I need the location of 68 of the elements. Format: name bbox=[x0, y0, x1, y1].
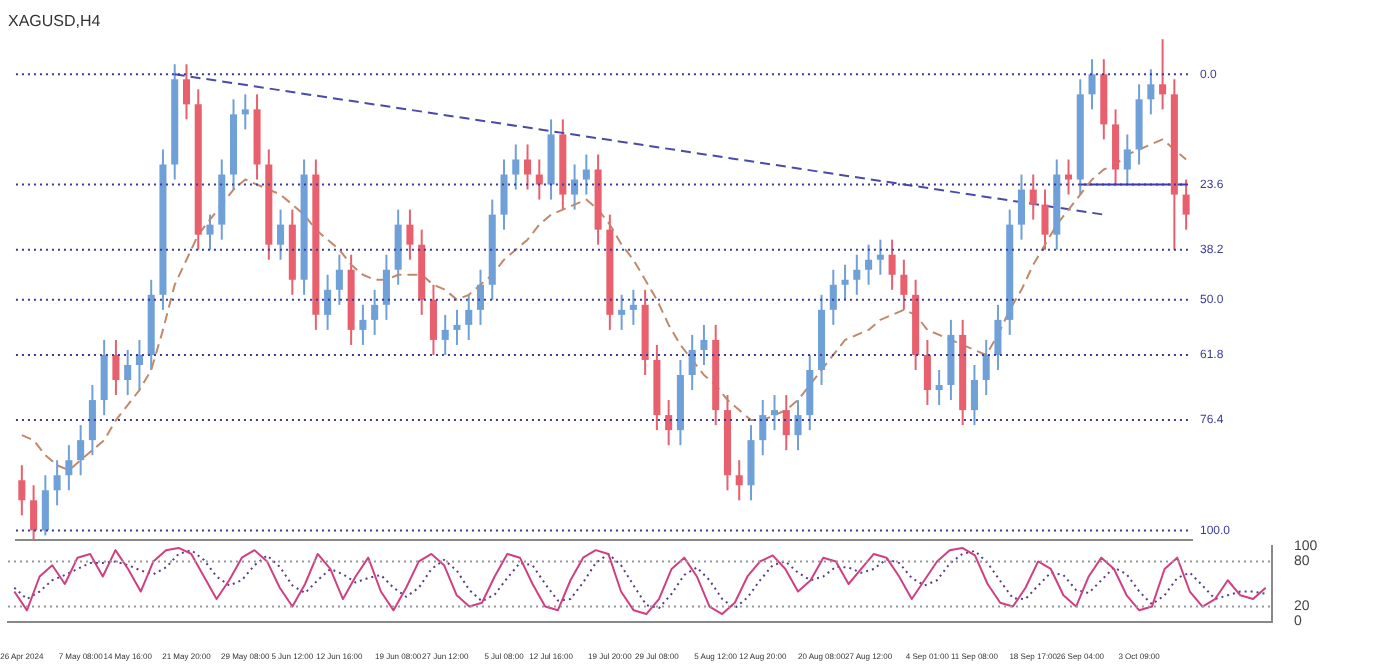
candlestick bbox=[829, 268, 837, 326]
candlestick bbox=[571, 163, 579, 211]
candlestick bbox=[1017, 173, 1025, 241]
candlestick bbox=[770, 394, 779, 432]
candlestick bbox=[112, 338, 120, 397]
candlestick bbox=[876, 238, 884, 276]
candlestick bbox=[994, 303, 1002, 371]
candlestick bbox=[747, 424, 755, 502]
candlestick bbox=[688, 333, 696, 392]
candlestick bbox=[618, 293, 626, 331]
candlestick bbox=[30, 484, 38, 542]
candlestick bbox=[453, 308, 461, 346]
candlestick bbox=[100, 338, 108, 417]
candlestick bbox=[970, 363, 978, 427]
candlestick bbox=[18, 464, 26, 517]
candlestick bbox=[335, 253, 343, 306]
candlestick bbox=[1029, 173, 1037, 221]
candlestick bbox=[1041, 188, 1049, 251]
candlestick bbox=[182, 63, 191, 121]
candlestick bbox=[382, 253, 390, 321]
candlestick bbox=[582, 153, 590, 196]
candlestick bbox=[888, 238, 896, 291]
chart-title: XAGUSD,H4 bbox=[8, 12, 102, 31]
candlestick bbox=[500, 158, 508, 231]
candlestick bbox=[1123, 133, 1131, 186]
candlestick bbox=[782, 394, 790, 452]
candlestick bbox=[853, 253, 861, 296]
candlestick bbox=[53, 459, 61, 507]
candlestick bbox=[324, 273, 332, 331]
candlestick bbox=[700, 323, 708, 366]
candlestick bbox=[1147, 68, 1155, 116]
candlestick bbox=[77, 424, 85, 477]
candlestick bbox=[923, 338, 931, 407]
candlestick bbox=[794, 399, 802, 452]
candlestick bbox=[982, 338, 990, 397]
candlestick bbox=[524, 143, 532, 191]
candlestick bbox=[241, 93, 249, 131]
candlestick bbox=[629, 288, 637, 326]
candlestick bbox=[1064, 158, 1073, 196]
candlestick bbox=[206, 213, 214, 251]
candlestick bbox=[429, 283, 437, 356]
candlestick bbox=[88, 384, 96, 457]
candlestick bbox=[900, 258, 908, 311]
candlestick bbox=[759, 399, 767, 457]
candlestick bbox=[359, 303, 367, 346]
candlestick bbox=[841, 263, 849, 301]
candlestick bbox=[735, 459, 743, 502]
candlestick bbox=[465, 293, 473, 341]
candlestick bbox=[65, 444, 73, 492]
candlestick bbox=[512, 143, 520, 191]
candlestick bbox=[135, 338, 143, 392]
candlestick bbox=[441, 313, 449, 356]
candlestick bbox=[394, 208, 402, 286]
candlestick bbox=[476, 268, 485, 326]
candlestick bbox=[1182, 178, 1190, 231]
candlestick bbox=[1112, 108, 1120, 186]
candlestick bbox=[665, 399, 673, 447]
candlestick bbox=[535, 158, 543, 201]
candlestick bbox=[806, 353, 814, 432]
candlestick bbox=[1159, 38, 1167, 111]
candlestick bbox=[406, 208, 414, 261]
candlestick bbox=[865, 243, 873, 286]
candlestick bbox=[1088, 58, 1096, 111]
candlestick bbox=[371, 288, 379, 336]
candlestick bbox=[935, 368, 943, 407]
candlestick bbox=[124, 348, 132, 397]
candlestick bbox=[277, 208, 285, 261]
candlestick bbox=[41, 474, 49, 537]
